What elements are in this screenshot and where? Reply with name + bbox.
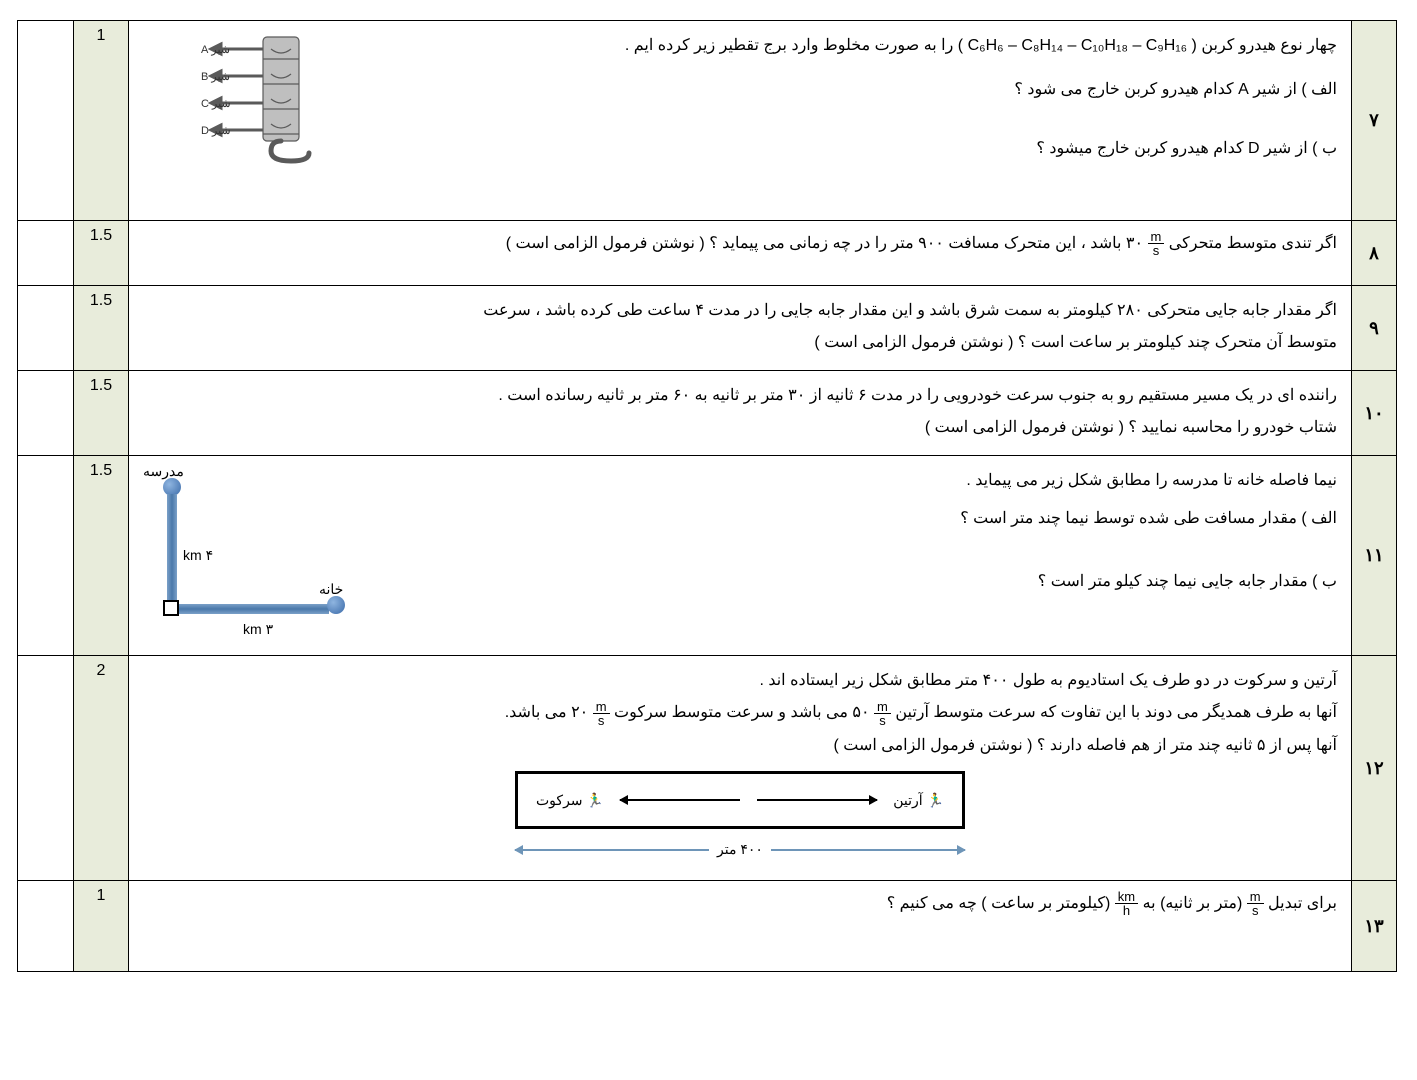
question-score: 1.5: [73, 456, 128, 655]
q12-line1: آرتین و سرکوت در دو طرف یک استادیوم به ط…: [143, 666, 1337, 696]
school-label: مدرسه: [143, 458, 184, 485]
arrow-right-icon: [757, 799, 877, 801]
q8-text-b: ۳۰ باشد ، این متحرک مسافت ۹۰۰ متر را در …: [506, 235, 1143, 252]
q13-b: (متر بر ثانیه) به: [1138, 895, 1242, 912]
question-content: چهار نوع هیدرو کربن ( C₆H₆ – C₈H₁₄ – C₁₀…: [128, 21, 1351, 220]
question-score: 1.5: [73, 286, 128, 370]
home-label: خانه: [319, 576, 343, 603]
blank-cell: [18, 656, 73, 880]
q13-a: برای تبدیل: [1264, 895, 1337, 912]
question-score: 2: [73, 656, 128, 880]
length-label: ۴۰۰ متر: [709, 836, 771, 863]
question-row-8: ۸ اگر تندی متوسط متحرکی ms ۳۰ باشد ، این…: [18, 221, 1396, 286]
question-row-10: ۱۰ راننده ای در یک مسیر مستقیم رو به جنو…: [18, 371, 1396, 456]
q13-c: (کیلومتر بر ساعت ) چه می کنیم ؟: [887, 895, 1111, 912]
fraction-ms: ms: [874, 700, 891, 727]
question-table: ۷ چهار نوع هیدرو کربن ( C₆H₆ – C₈H₁₄ – C…: [17, 20, 1397, 972]
fraction-ms: ms: [593, 700, 610, 727]
question-content: راننده ای در یک مسیر مستقیم رو به جنوب س…: [128, 371, 1351, 455]
question-number: ۱۳: [1351, 881, 1396, 971]
question-row-13: ۱۳ برای تبدیل ms (متر بر ثانیه) به kmh (…: [18, 881, 1396, 971]
question-content: آرتین و سرکوت در دو طرف یک استادیوم به ط…: [128, 656, 1351, 880]
question-content: نیما فاصله خانه تا مدرسه را مطابق شکل زی…: [128, 456, 1351, 655]
runner-sarkut: 🏃‍♂️ سرکوت: [536, 787, 604, 814]
question-number: ۹: [1351, 286, 1396, 370]
horizontal-path: [179, 604, 329, 614]
question-number: ۷: [1351, 21, 1396, 220]
valve-d-label: شیر D: [201, 125, 231, 137]
valve-a-label: شیر A: [201, 44, 230, 56]
question-content: برای تبدیل ms (متر بر ثانیه) به kmh (کیل…: [128, 881, 1351, 971]
q8-text-a: اگر تندی متوسط متحرکی: [1164, 235, 1337, 252]
question-score: 1: [73, 21, 128, 220]
q11-part-a: الف ) مقدار مسافت طی شده توسط نیما چند م…: [403, 504, 1337, 534]
question-content: اگر مقدار جابه جایی متحرکی ۲۸۰ کیلومتر ب…: [128, 286, 1351, 370]
q12-line2: آنها به طرف همدیگر می دوند با این تفاوت …: [143, 698, 1337, 728]
blank-cell: [18, 881, 73, 971]
arrow-left-icon: [620, 799, 740, 801]
question-number: ۸: [1351, 221, 1396, 285]
question-row-12: ۱۲ آرتین و سرکوت در دو طرف یک استادیوم ب…: [18, 656, 1396, 881]
distillation-tower-figure: شیر A شیر B شیر C شیر D: [143, 29, 333, 169]
question-row-9: ۹ اگر مقدار جابه جایی متحرکی ۲۸۰ کیلومتر…: [18, 286, 1396, 371]
question-content: اگر تندی متوسط متحرکی ms ۳۰ باشد ، این م…: [128, 221, 1351, 285]
q10-line1: راننده ای در یک مسیر مستقیم رو به جنوب س…: [143, 381, 1337, 411]
q12-line3: آنها پس از ۵ ثانیه چند متر از هم فاصله د…: [143, 731, 1337, 761]
question-score: 1.5: [73, 221, 128, 285]
blank-cell: [18, 21, 73, 220]
q7-part-b: ب ) از شیر D کدام هیدرو کربن خارج میشود …: [353, 134, 1337, 164]
question-number: ۱۰: [1351, 371, 1396, 455]
question-score: 1.5: [73, 371, 128, 455]
blank-cell: [18, 286, 73, 370]
q9-line1: اگر مقدار جابه جایی متحرکی ۲۸۰ کیلومتر ب…: [143, 296, 1337, 326]
stadium-figure: 🏃‍♂️ آرتین 🏃‍♂️ سرکوت ۴۰۰ متر: [515, 771, 965, 863]
blank-cell: [18, 221, 73, 285]
blank-cell: [18, 456, 73, 655]
corner-icon: [163, 600, 179, 616]
dimension-line: ۴۰۰ متر: [515, 835, 965, 863]
valve-b-label: شیر B: [201, 71, 230, 83]
q11-part-b: ب ) مقدار جابه جایی نیما چند کیلو متر اس…: [403, 567, 1337, 597]
q7-part-a: الف ) از شیر A کدام هیدرو کربن خارج می ش…: [353, 75, 1337, 105]
question-score: 1: [73, 881, 128, 971]
question-row-7: ۷ چهار نوع هیدرو کربن ( C₆H₆ – C₈H₁₄ – C…: [18, 21, 1396, 221]
question-number: ۱۱: [1351, 456, 1396, 655]
fraction-kmh: kmh: [1115, 890, 1138, 917]
fraction-ms: ms: [1247, 890, 1264, 917]
runner-artin: 🏃‍♂️ آرتین: [893, 787, 944, 814]
question-row-11: ۱۱ نیما فاصله خانه تا مدرسه را مطابق شکل…: [18, 456, 1396, 656]
path-figure: مدرسه خانه ۴ km ۳ km: [143, 464, 373, 634]
vertical-path: [167, 494, 177, 604]
dist-4km: ۴ km: [183, 542, 213, 569]
q7-intro: چهار نوع هیدرو کربن ( C₆H₆ – C₈H₁₄ – C₁₀…: [353, 31, 1337, 61]
q10-line2: شتاب خودرو را محاسبه نمایید ؟ ( نوشتن فر…: [143, 413, 1337, 443]
fraction-ms: ms: [1148, 230, 1165, 257]
valve-c-label: شیر C: [201, 98, 231, 110]
dist-3km: ۳ km: [243, 616, 273, 643]
blank-cell: [18, 371, 73, 455]
q11-intro: نیما فاصله خانه تا مدرسه را مطابق شکل زی…: [403, 466, 1337, 496]
q9-line2: متوسط آن متحرک چند کیلومتر بر ساعت است ؟…: [143, 328, 1337, 358]
question-number: ۱۲: [1351, 656, 1396, 880]
